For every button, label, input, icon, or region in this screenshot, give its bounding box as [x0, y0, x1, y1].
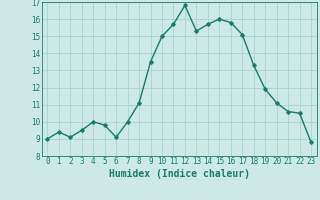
X-axis label: Humidex (Indice chaleur): Humidex (Indice chaleur) — [109, 169, 250, 179]
